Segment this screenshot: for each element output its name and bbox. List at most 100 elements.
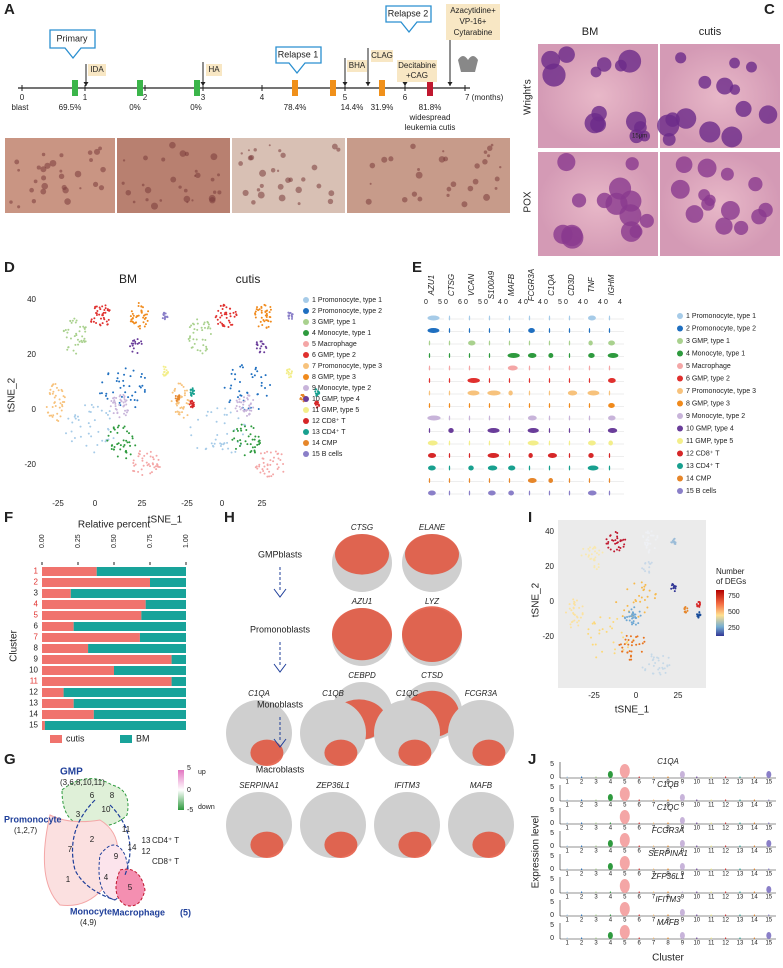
cell-point [114, 405, 117, 408]
violin [566, 891, 568, 893]
cell [675, 156, 693, 174]
cell-point [132, 342, 135, 345]
cell-point [254, 435, 257, 438]
cell-point [577, 624, 580, 627]
cluster-number: 14 [128, 843, 137, 852]
cell-point [153, 466, 156, 469]
cell-point [605, 538, 608, 541]
cell-point [628, 658, 631, 661]
blast-percent: blast [12, 103, 30, 112]
bar-segment [63, 688, 186, 697]
violin [528, 315, 531, 321]
legend-swatch [303, 418, 309, 424]
cell-point [116, 455, 119, 458]
cell-point [276, 468, 279, 471]
cell-point [618, 549, 621, 552]
cell-point [316, 401, 319, 404]
cell-point [170, 400, 173, 403]
cell-point [93, 419, 96, 422]
cell-point [587, 555, 590, 558]
violin [428, 365, 431, 371]
cell-point [241, 366, 244, 369]
cell-point [109, 430, 112, 433]
cell [746, 61, 757, 73]
violin [428, 428, 431, 433]
cell-point [568, 603, 571, 606]
violin [427, 453, 437, 458]
cell-point [66, 348, 69, 351]
event: Relapse 1 [278, 49, 319, 59]
tick: 0 [484, 299, 488, 306]
arrowhead [402, 82, 408, 86]
cell-point [654, 538, 657, 541]
violin [468, 490, 471, 496]
tick: 4 [538, 299, 542, 306]
violin [581, 891, 583, 893]
violin [608, 453, 611, 458]
cell-point [144, 323, 147, 326]
cell-point [140, 340, 143, 343]
cell-point [95, 312, 98, 315]
expression [472, 831, 506, 858]
y-tick-label: 14 [29, 710, 38, 719]
cell-point [58, 398, 61, 401]
cell-point [244, 440, 247, 443]
cell-point [240, 429, 243, 432]
cell-point [173, 389, 176, 392]
callout [275, 46, 322, 75]
cell [571, 193, 587, 208]
cell-point [259, 452, 262, 455]
violin [508, 440, 511, 446]
cell-point [262, 343, 265, 346]
cell-point [243, 425, 246, 428]
x-tick: 1 [566, 918, 570, 924]
trajectory [109, 804, 131, 876]
gene: SERPINA1 [648, 849, 688, 858]
cell-point [254, 313, 257, 316]
violin [725, 891, 727, 893]
cell-point [49, 388, 52, 391]
x-tick: 5 [623, 849, 627, 855]
cell-point [289, 375, 292, 378]
cell-point [265, 326, 268, 329]
cell-point [222, 443, 225, 446]
cell-point [79, 325, 82, 328]
cell-point [630, 650, 633, 653]
cell-point [90, 435, 93, 438]
cell-point [75, 352, 78, 355]
node: CD8⁺ T [152, 857, 179, 866]
cell-point [259, 320, 262, 323]
violin [448, 453, 451, 458]
violin [588, 440, 596, 446]
event: Decitabine [398, 61, 436, 70]
cell-point [221, 322, 224, 325]
lesion [59, 169, 63, 173]
cell-point [205, 348, 208, 351]
cell-point [248, 412, 251, 415]
cell-point [105, 411, 108, 414]
gene: C1QC [657, 803, 679, 812]
plot-title: cutis [236, 272, 261, 286]
cell-point [265, 315, 268, 318]
lesion [150, 202, 158, 210]
cell-point [640, 581, 643, 584]
cell-point [238, 381, 241, 384]
cell-point [658, 671, 661, 674]
blast-percent: 81.8% [419, 103, 442, 112]
violin [725, 868, 727, 870]
cell-point [123, 412, 126, 415]
violin [638, 776, 640, 778]
arrowhead [342, 82, 348, 86]
cell-point [612, 620, 615, 623]
legend-swatch [677, 350, 683, 357]
cell-point [648, 589, 651, 592]
y-tick: 5 [550, 853, 554, 860]
color-scale [178, 770, 184, 810]
cell-point [232, 311, 235, 314]
gene: VCAN [467, 274, 476, 296]
cell-point [243, 454, 246, 457]
cell-point [240, 423, 243, 426]
cell-point [102, 316, 105, 319]
cell [629, 225, 643, 239]
cell-point [107, 318, 110, 321]
